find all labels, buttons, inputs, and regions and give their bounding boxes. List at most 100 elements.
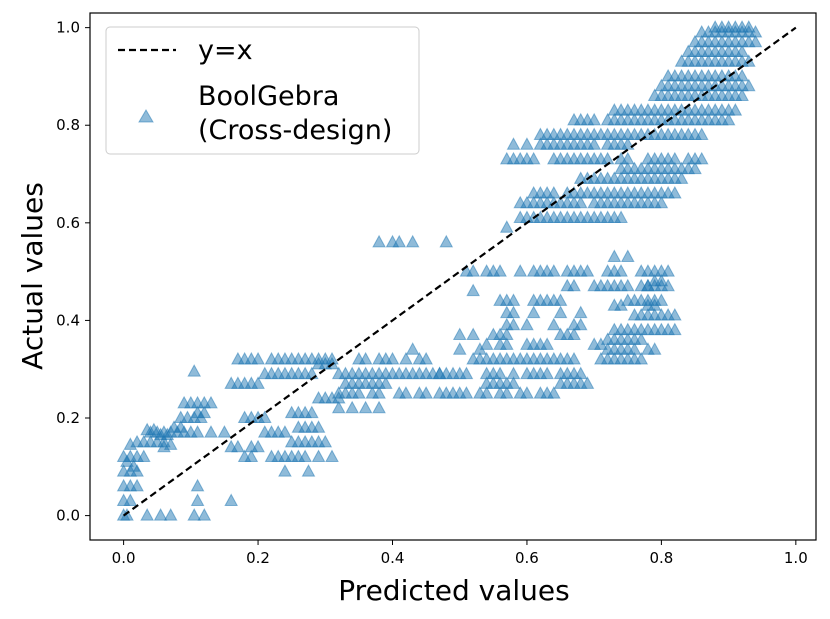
y-tick-label: 0.8 — [56, 116, 80, 134]
data-point — [594, 337, 608, 350]
data-point — [580, 264, 595, 277]
data-point — [573, 317, 588, 331]
data-point — [452, 327, 467, 341]
data-point — [728, 103, 743, 116]
data-point — [540, 337, 554, 350]
data-point — [620, 249, 635, 262]
data-point — [667, 322, 682, 336]
data-point — [694, 127, 709, 140]
data-point — [120, 454, 134, 467]
axis-ticks: 0.0 0.2 0.4 0.6 0.8 1.0 0.0 0.2 0.4 0.6 0.8 1.0 — [56, 19, 808, 567]
x-tick-label: 0.4 — [381, 549, 405, 567]
data-point — [614, 298, 628, 311]
data-point — [587, 112, 602, 126]
data-point — [661, 264, 675, 277]
data-point — [147, 422, 161, 436]
y-tick-label: 1.0 — [56, 19, 80, 37]
reference-line-yx — [122, 26, 797, 517]
data-point — [607, 249, 622, 262]
data-point — [439, 234, 454, 248]
data-point — [499, 327, 514, 341]
data-point — [257, 410, 272, 424]
data-point — [526, 151, 541, 165]
data-point — [304, 405, 319, 419]
data-point — [546, 317, 561, 331]
data-point — [318, 434, 333, 448]
data-point — [251, 376, 265, 389]
data-point — [506, 376, 521, 389]
data-point — [580, 376, 595, 389]
data-point — [567, 278, 581, 292]
data-point — [506, 137, 521, 150]
data-point — [546, 386, 561, 399]
data-point — [405, 234, 420, 248]
data-point — [688, 161, 702, 175]
data-point — [654, 273, 669, 287]
data-point — [735, 68, 749, 82]
legend-triangle-icon — [138, 109, 154, 123]
data-point — [392, 234, 407, 248]
y-axis-label: Actual values — [16, 182, 49, 370]
data-point — [399, 351, 413, 365]
data-point — [479, 337, 494, 350]
data-point — [331, 400, 346, 414]
data-point — [419, 351, 433, 365]
data-point — [419, 386, 433, 399]
data-point — [452, 342, 467, 355]
data-point — [298, 449, 312, 463]
data-point — [204, 425, 218, 438]
data-point — [251, 351, 265, 365]
data-point — [499, 220, 514, 233]
data-point — [674, 171, 689, 184]
data-point — [573, 195, 588, 209]
data-point — [378, 376, 393, 389]
data-point — [479, 386, 494, 399]
legend-label-series-line2: (Cross-design) — [198, 115, 392, 146]
data-point — [372, 234, 386, 248]
data-point — [372, 400, 386, 414]
data-point — [667, 186, 682, 199]
data-point — [647, 342, 662, 355]
data-point — [466, 327, 481, 341]
data-point — [459, 366, 474, 380]
data-point — [251, 439, 265, 453]
y-tick-label: 0.2 — [56, 409, 80, 427]
x-tick-label: 1.0 — [784, 549, 808, 567]
data-point — [217, 425, 232, 438]
data-point — [123, 493, 138, 506]
data-point — [372, 386, 386, 399]
data-point — [311, 420, 326, 433]
data-point — [136, 449, 151, 463]
data-point — [204, 395, 218, 409]
legend-box — [105, 26, 420, 155]
data-point — [278, 425, 292, 438]
data-point — [466, 264, 481, 277]
x-axis-label: Predicted values — [338, 574, 569, 607]
data-point — [546, 186, 561, 199]
x-tick-label: 0.6 — [515, 549, 539, 567]
data-point — [735, 88, 749, 101]
plot-frame — [89, 12, 817, 541]
data-point — [506, 317, 521, 331]
data-point — [614, 210, 628, 223]
data-point — [278, 464, 292, 477]
data-point — [667, 307, 682, 321]
data-point — [197, 405, 212, 419]
data-point — [459, 386, 474, 399]
data-point — [499, 386, 514, 399]
data-point — [187, 508, 202, 521]
data-point — [721, 112, 736, 126]
data-point — [526, 305, 541, 319]
data-point — [190, 425, 205, 438]
data-point — [506, 293, 521, 306]
data-point — [567, 351, 581, 365]
data-point — [153, 508, 168, 521]
data-point — [741, 20, 756, 33]
y-tick-label: 0.4 — [56, 311, 80, 329]
data-point — [345, 400, 360, 414]
data-point — [735, 44, 749, 58]
data-point — [325, 449, 339, 463]
data-points — [116, 20, 763, 521]
data-point — [520, 317, 534, 331]
